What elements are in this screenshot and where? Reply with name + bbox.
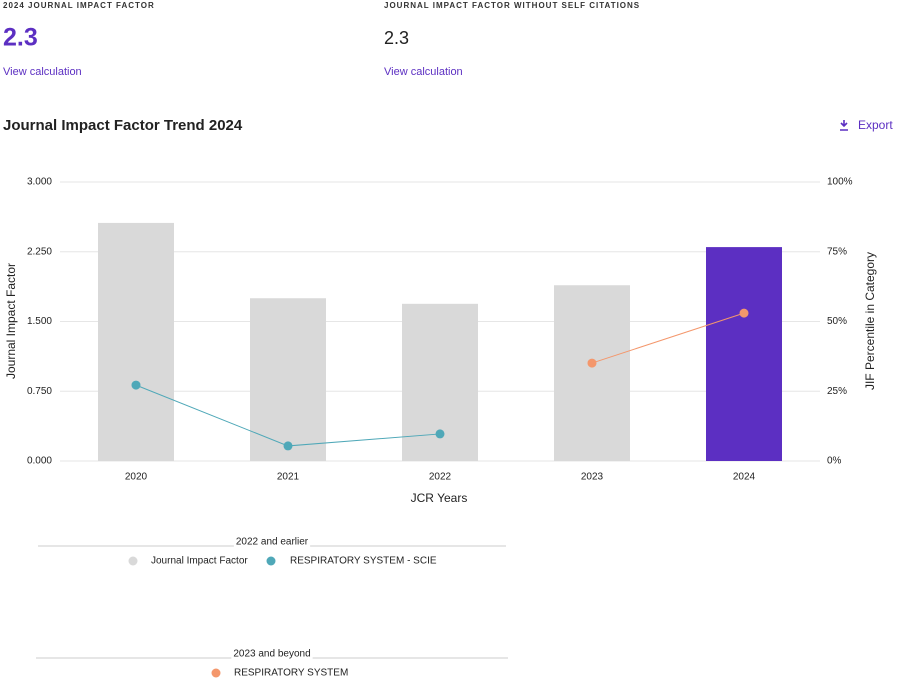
point	[435, 429, 445, 439]
point	[131, 380, 141, 390]
export-label: Export	[858, 118, 893, 132]
bar	[98, 222, 174, 461]
y2-tick-label: 50%	[827, 316, 847, 327]
x-tick-label: 2023	[581, 472, 604, 483]
y-tick-label: 3.000	[27, 177, 52, 188]
point	[739, 308, 749, 318]
section-title: Journal Impact Factor Trend 2024	[3, 117, 243, 134]
metric-value: 2.3	[3, 24, 38, 52]
point	[283, 441, 293, 451]
x-axis-label: JCR Years	[411, 491, 468, 505]
line	[591, 312, 745, 364]
y-tick-label: 0.750	[27, 386, 52, 397]
legend-label: RESPIRATORY SYSTEM	[234, 668, 348, 679]
metric-label: 2024 JOURNAL IMPACT FACTOR	[3, 1, 155, 10]
legend-label: Journal Impact Factor	[151, 556, 248, 567]
y2-tick-label: 0%	[827, 456, 842, 467]
legend-group-label: 2022 and earlier	[236, 537, 309, 548]
x-tick-label: 2024	[733, 472, 756, 483]
y-axis-label: Journal Impact Factor	[4, 263, 18, 379]
legend-swatch	[211, 668, 221, 678]
x-tick-label: 2021	[277, 472, 300, 483]
legend-swatch	[128, 556, 138, 566]
y2-tick-label: 75%	[827, 246, 847, 257]
bar	[706, 247, 782, 461]
bar	[250, 298, 326, 461]
y2-axis-label: JIF Percentile in Category	[863, 252, 877, 390]
legend-group-label: 2023 and beyond	[233, 649, 310, 660]
y-tick-label: 1.500	[27, 316, 52, 327]
legend-swatch	[266, 556, 276, 566]
y2-tick-label: 25%	[827, 386, 847, 397]
y-tick-label: 2.250	[27, 246, 52, 257]
point	[587, 358, 597, 368]
x-tick-label: 2020	[125, 472, 148, 483]
view-calculation[interactable]: View calculation	[384, 66, 463, 78]
y-tick-label: 0.000	[27, 456, 52, 467]
metric-label: JOURNAL IMPACT FACTOR WITHOUT SELF CITAT…	[384, 1, 640, 10]
export-button[interactable]: Export	[840, 118, 893, 132]
legend-label: RESPIRATORY SYSTEM - SCIE	[290, 556, 437, 567]
view-calculation[interactable]: View calculation	[3, 66, 82, 78]
y2-tick-label: 100%	[827, 177, 853, 188]
export-icon	[840, 120, 848, 131]
bar	[554, 285, 630, 461]
x-tick-label: 2022	[429, 472, 452, 483]
metric-value: 2.3	[384, 28, 409, 48]
